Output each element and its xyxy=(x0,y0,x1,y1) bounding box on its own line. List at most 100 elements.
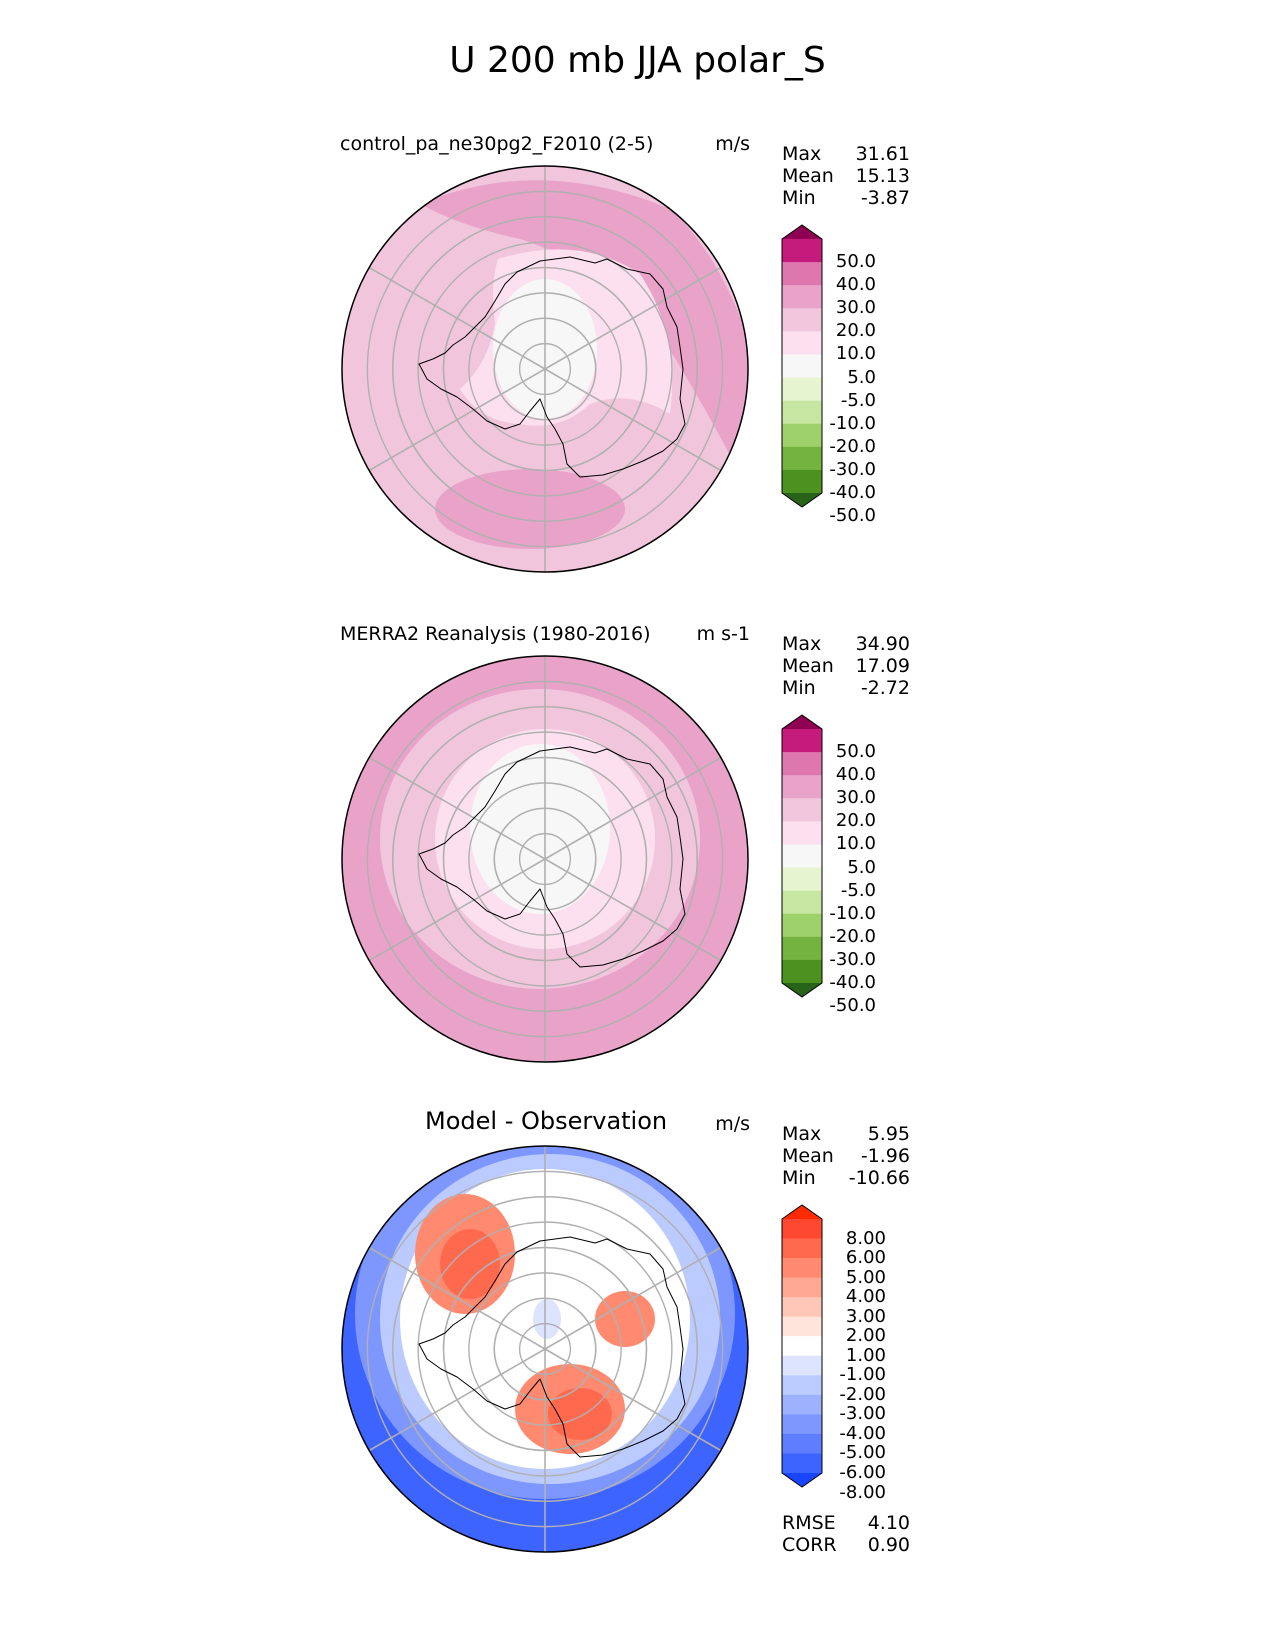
colorbar-segment xyxy=(782,752,822,776)
longitude-gridline xyxy=(544,756,722,860)
longitude-gridline xyxy=(368,368,546,472)
stat-mean-label: Mean xyxy=(782,1145,834,1167)
colorbar-tick-label: -5.00 xyxy=(839,1442,886,1464)
panel-3-map xyxy=(341,1145,749,1553)
positive-anomaly-east xyxy=(595,1291,655,1347)
colorbar-segment xyxy=(782,936,822,961)
colorbar-segment xyxy=(782,844,822,869)
colorbar-tick-label: 3.00 xyxy=(845,1305,886,1327)
antarctica-coastline xyxy=(418,256,686,478)
colorbar-tick-label: 5.00 xyxy=(845,1266,886,1288)
colorbar-tick-label: -50.0 xyxy=(829,995,876,1017)
colorbar-segment xyxy=(782,821,822,845)
stat-min: -3.87 xyxy=(860,187,910,209)
panel-3-title: Model - Observation xyxy=(425,1107,668,1135)
colorbar-tick-label: 20.0 xyxy=(835,810,876,832)
colorbar-segment xyxy=(782,1453,822,1474)
longitude-gridline xyxy=(544,1348,722,1452)
colorbar-tick-label: 5.0 xyxy=(847,856,876,878)
colorbar-extend-top xyxy=(782,225,822,239)
colorbar-segment xyxy=(782,400,822,425)
stat-min-label: Min xyxy=(782,677,816,699)
longitude-gridline xyxy=(368,756,546,860)
colorbar-segment xyxy=(782,1316,822,1337)
map-boundary xyxy=(341,655,749,1063)
colorbar-segment xyxy=(782,331,822,355)
colorbar-segment xyxy=(782,1258,822,1279)
colorbar-tick-label: -10.0 xyxy=(829,412,876,434)
stat-min: -2.72 xyxy=(860,677,910,699)
panel-1-map xyxy=(341,165,749,573)
jet-band-south xyxy=(435,469,625,549)
colorbar-tick-label: -30.0 xyxy=(829,458,876,480)
colorbar-segment xyxy=(782,262,822,286)
colorbar-segment xyxy=(782,890,822,915)
colorbar-segment xyxy=(782,1394,822,1415)
panel-2-stats: Max 34.90 Mean 17.09 Min -2.72 xyxy=(782,633,910,699)
colorbar-segment xyxy=(782,1297,822,1318)
colorbar-segment xyxy=(782,446,822,471)
panel-2-title: MERRA2 Reanalysis (1980-2016) xyxy=(340,623,651,645)
longitude-gridline xyxy=(544,1246,722,1350)
panel-1-colorbar xyxy=(781,224,823,508)
colorbar-segment xyxy=(782,1219,822,1240)
colorbar-extend-bottom xyxy=(782,983,822,997)
stat-mean: 15.13 xyxy=(855,165,910,187)
colorbar-segment xyxy=(782,798,822,822)
colorbar-tick-label: 10.0 xyxy=(835,343,876,365)
colorbar-segment xyxy=(782,285,822,309)
colorbar-segment xyxy=(782,1277,822,1298)
map-boundary xyxy=(341,165,749,573)
figure-title: U 200 mb JJA polar_S xyxy=(449,40,826,81)
colorbar-extend-bottom xyxy=(782,493,822,507)
colorbar-tick-label: 50.0 xyxy=(835,741,876,763)
colorbar-segment xyxy=(782,423,822,448)
longitude-gridline xyxy=(368,858,546,962)
stat-mean-label: Mean xyxy=(782,165,834,187)
stat-max: 34.90 xyxy=(855,633,910,655)
colorbar-outline xyxy=(781,224,823,508)
colorbar-segment xyxy=(782,1375,822,1396)
stat-mean: -1.96 xyxy=(860,1145,910,1167)
colorbar-extend-top xyxy=(782,715,822,729)
panel-3-colorbar-ticks: 8.00 6.00 5.00 4.00 3.00 2.00 1.00 -1.00 -2.00 -3… xyxy=(806,1200,886,1502)
colorbar-segment xyxy=(782,729,822,753)
colorbar-tick-label: 20.0 xyxy=(835,320,876,342)
colorbar-segment xyxy=(782,913,822,938)
colorbar-tick-label: 5.0 xyxy=(847,366,876,388)
pole-region xyxy=(470,744,610,914)
stat-min-label: Min xyxy=(782,187,816,209)
colorbar-tick-label: -10.0 xyxy=(829,902,876,924)
corr-value: 0.90 xyxy=(867,1534,910,1556)
stat-max-label: Max xyxy=(782,1123,822,1145)
panel-2-units: m s-1 xyxy=(696,623,750,645)
panel-1-title: control_pa_ne30pg2_F2010 (2-5) xyxy=(340,133,654,155)
colorbar-tick-label: 6.00 xyxy=(845,1247,886,1269)
colorbar-tick-label: -20.0 xyxy=(829,435,876,457)
longitude-gridline xyxy=(368,266,546,370)
colorbar-tick-label: -5.0 xyxy=(840,389,876,411)
colorbar-tick-label: -40.0 xyxy=(829,972,876,993)
panel-1-stats: Max 31.61 Mean 15.13 Min -3.87 xyxy=(782,143,910,209)
positive-anomaly-west-core xyxy=(440,1229,500,1299)
jet-band-north xyxy=(420,180,748,494)
colorbar-tick-label: 1.00 xyxy=(845,1344,886,1366)
panel-1-colorbar-ticks: 50.0 40.0 30.0 20.0 10.0 5.0 -5.0 -10.0 -20.0 -30… xyxy=(796,220,876,526)
colorbar-tick-label: -5.0 xyxy=(840,879,876,901)
colorbar-tick-label: -6.00 xyxy=(839,1462,886,1483)
colorbar-segment xyxy=(782,354,822,379)
colorbar-tick-label: 10.0 xyxy=(835,833,876,855)
rmse-label: RMSE xyxy=(782,1512,836,1534)
colorbar-tick-label: 4.00 xyxy=(845,1286,886,1308)
longitude-gridline xyxy=(544,858,722,962)
colorbar-tick-label: 2.00 xyxy=(845,1325,886,1347)
stat-max-label: Max xyxy=(782,633,822,655)
colorbar-tick-label: -1.00 xyxy=(839,1364,886,1386)
colorbar-tick-label: -4.00 xyxy=(839,1422,886,1444)
panel-2-colorbar xyxy=(781,714,823,998)
colorbar-segment xyxy=(782,1238,822,1259)
corr-label: CORR xyxy=(782,1534,837,1556)
panel-3-metrics: RMSE 4.10 CORR 0.90 xyxy=(782,1512,910,1556)
panel-1-units: m/s xyxy=(715,133,750,155)
colorbar-extend-top xyxy=(782,1205,822,1219)
